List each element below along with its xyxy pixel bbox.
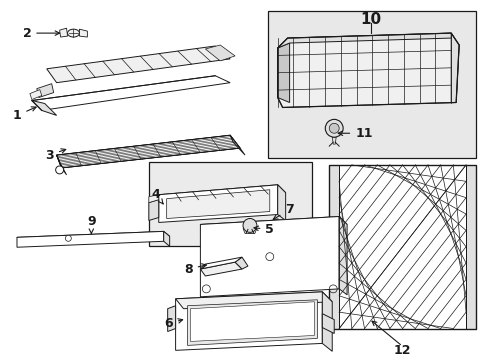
Polygon shape (235, 257, 247, 269)
Polygon shape (277, 33, 450, 48)
Polygon shape (187, 300, 317, 345)
Polygon shape (17, 231, 163, 247)
Polygon shape (322, 314, 333, 333)
Text: 4: 4 (151, 188, 163, 204)
Polygon shape (30, 90, 41, 99)
Text: 11: 11 (338, 127, 372, 140)
Circle shape (325, 120, 343, 137)
Polygon shape (200, 216, 346, 232)
Polygon shape (60, 28, 67, 37)
Polygon shape (57, 135, 240, 168)
Polygon shape (243, 228, 256, 233)
Polygon shape (339, 216, 346, 295)
Text: 10: 10 (360, 12, 381, 27)
Text: 8: 8 (184, 262, 206, 275)
Polygon shape (205, 45, 235, 61)
Polygon shape (159, 185, 277, 222)
Text: 5: 5 (253, 223, 274, 236)
Polygon shape (32, 76, 230, 111)
Polygon shape (190, 302, 314, 341)
Polygon shape (339, 165, 465, 329)
Polygon shape (175, 292, 322, 350)
Polygon shape (331, 137, 336, 144)
Circle shape (328, 123, 339, 133)
Polygon shape (47, 46, 230, 83)
Polygon shape (57, 155, 66, 175)
Circle shape (65, 235, 71, 241)
Text: 6: 6 (164, 317, 182, 330)
Polygon shape (17, 231, 169, 242)
Polygon shape (37, 84, 54, 98)
Polygon shape (148, 200, 159, 220)
Polygon shape (166, 190, 269, 219)
Text: 3: 3 (45, 149, 65, 162)
Polygon shape (159, 185, 285, 203)
Polygon shape (167, 306, 175, 332)
FancyBboxPatch shape (148, 162, 312, 246)
Polygon shape (450, 33, 458, 103)
Ellipse shape (67, 29, 79, 37)
Polygon shape (200, 257, 242, 269)
Circle shape (56, 166, 63, 174)
Polygon shape (175, 292, 331, 309)
Text: 9: 9 (87, 215, 96, 234)
Polygon shape (328, 165, 339, 329)
Polygon shape (230, 135, 244, 155)
Polygon shape (200, 216, 339, 297)
Polygon shape (200, 262, 242, 276)
Polygon shape (32, 100, 57, 116)
Polygon shape (465, 165, 475, 329)
Text: 7: 7 (273, 203, 293, 219)
Polygon shape (148, 195, 159, 203)
FancyBboxPatch shape (267, 11, 475, 158)
Polygon shape (247, 225, 251, 233)
Polygon shape (277, 43, 289, 103)
Text: 1: 1 (13, 107, 36, 122)
Text: 2: 2 (22, 27, 60, 40)
Circle shape (243, 219, 256, 232)
Polygon shape (322, 292, 331, 351)
Polygon shape (163, 231, 169, 246)
Polygon shape (79, 29, 87, 37)
Polygon shape (277, 185, 285, 220)
Polygon shape (277, 33, 458, 108)
Circle shape (265, 253, 273, 261)
Text: 12: 12 (393, 344, 410, 357)
